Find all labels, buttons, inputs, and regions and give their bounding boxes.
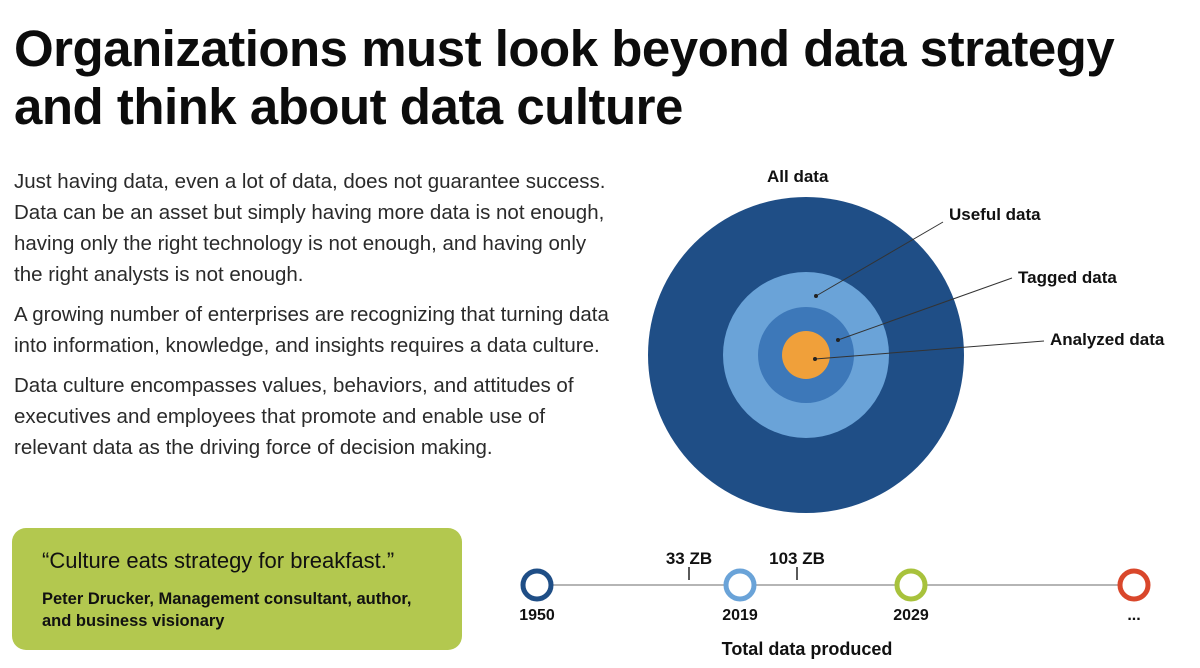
quote-text: “Culture eats strategy for breakfast.” [42,548,395,573]
body-text: Just having data, even a lot of data, do… [14,166,614,472]
timeline-point-2029 [894,568,928,602]
timeline-label-2029: 2029 [893,607,929,624]
label-tagged-data: Tagged data [1018,268,1117,287]
timeline-point-1950 [520,568,554,602]
paragraph-3: Data culture encompasses values, behavio… [14,374,574,459]
paragraph-1: Just having data, even a lot of data, do… [14,170,606,286]
timeline-point-future [1117,568,1151,602]
timeline-label-future: ... [1127,607,1140,624]
leader-dot-useful [814,294,818,298]
timeline-point-2019 [723,568,757,602]
page-title: Organizations must look beyond data stra… [14,20,1184,136]
circle-analyzed-data [782,331,830,379]
label-useful-data: Useful data [949,205,1041,224]
marker-label-33zb: 33 ZB [666,549,712,568]
timeline-caption: Total data produced [722,639,893,659]
leader-line-tagged [837,277,1013,341]
leader-line-analyzed [814,340,1045,360]
quote-box: “Culture eats strategy for breakfast.” P… [12,528,462,650]
leader-line-useful [815,221,944,297]
label-all-data: All data [767,167,829,186]
title-line-2: and think about data culture [14,78,683,135]
leader-dot-tagged [836,338,840,342]
paragraph-2: A growing number of enterprises are reco… [14,303,609,357]
quote-attribution: Peter Drucker, Management consultant, au… [42,590,412,630]
timeline-label-1950: 1950 [519,607,555,624]
leader-dot-analyzed [813,357,817,361]
label-analyzed-data: Analyzed data [1050,330,1165,349]
title-line-1: Organizations must look beyond data stra… [14,20,1115,77]
timeline-label-2019: 2019 [722,607,758,624]
marker-label-103zb: 103 ZB [769,549,825,568]
